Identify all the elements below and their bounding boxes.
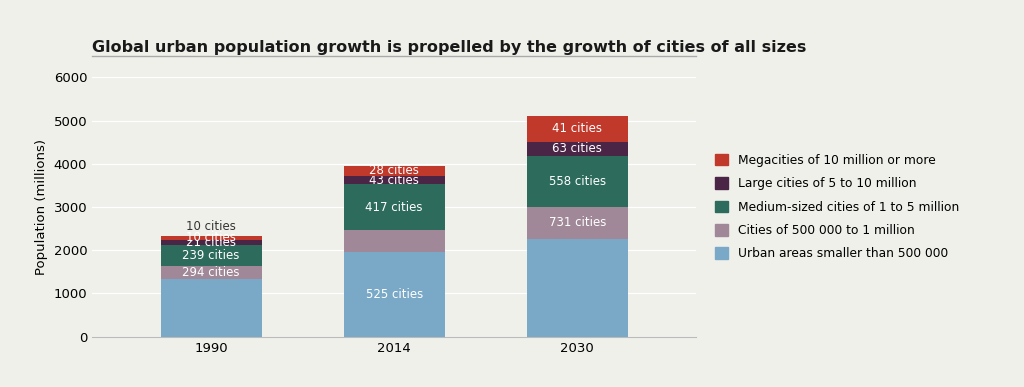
Text: 63 cities: 63 cities bbox=[552, 142, 602, 155]
Bar bbox=[527, 207, 628, 239]
Text: Global urban population growth is propelled by the growth of cities of all sizes: Global urban population growth is propel… bbox=[92, 40, 807, 55]
Bar bbox=[161, 266, 261, 279]
Text: 41 cities: 41 cities bbox=[552, 123, 602, 135]
Text: 28 cities: 28 cities bbox=[370, 164, 419, 177]
Bar bbox=[344, 252, 444, 337]
Text: 294 cities: 294 cities bbox=[182, 266, 240, 279]
Bar bbox=[527, 116, 628, 142]
Text: 417 cities: 417 cities bbox=[366, 200, 423, 214]
Text: 10 cities: 10 cities bbox=[186, 221, 237, 233]
Bar bbox=[161, 236, 261, 240]
Text: 558 cities: 558 cities bbox=[549, 175, 606, 188]
Bar bbox=[344, 184, 444, 230]
Text: 239 cities: 239 cities bbox=[182, 249, 240, 262]
Bar bbox=[527, 239, 628, 337]
Text: 43 cities: 43 cities bbox=[370, 173, 419, 187]
Legend: Megacities of 10 million or more, Large cities of 5 to 10 million, Medium-sized : Megacities of 10 million or more, Large … bbox=[715, 154, 959, 260]
Bar bbox=[161, 240, 261, 245]
Bar bbox=[161, 279, 261, 337]
Bar bbox=[344, 166, 444, 176]
Bar bbox=[527, 142, 628, 156]
Y-axis label: Population (millions): Population (millions) bbox=[35, 139, 48, 275]
Bar bbox=[344, 176, 444, 184]
Text: 21 cities: 21 cities bbox=[186, 236, 237, 249]
Text: 731 cities: 731 cities bbox=[549, 216, 606, 229]
Text: 525 cities: 525 cities bbox=[366, 288, 423, 301]
Text: 10 cities: 10 cities bbox=[186, 231, 237, 244]
Bar bbox=[161, 245, 261, 266]
Bar bbox=[527, 156, 628, 207]
Bar bbox=[344, 230, 444, 252]
